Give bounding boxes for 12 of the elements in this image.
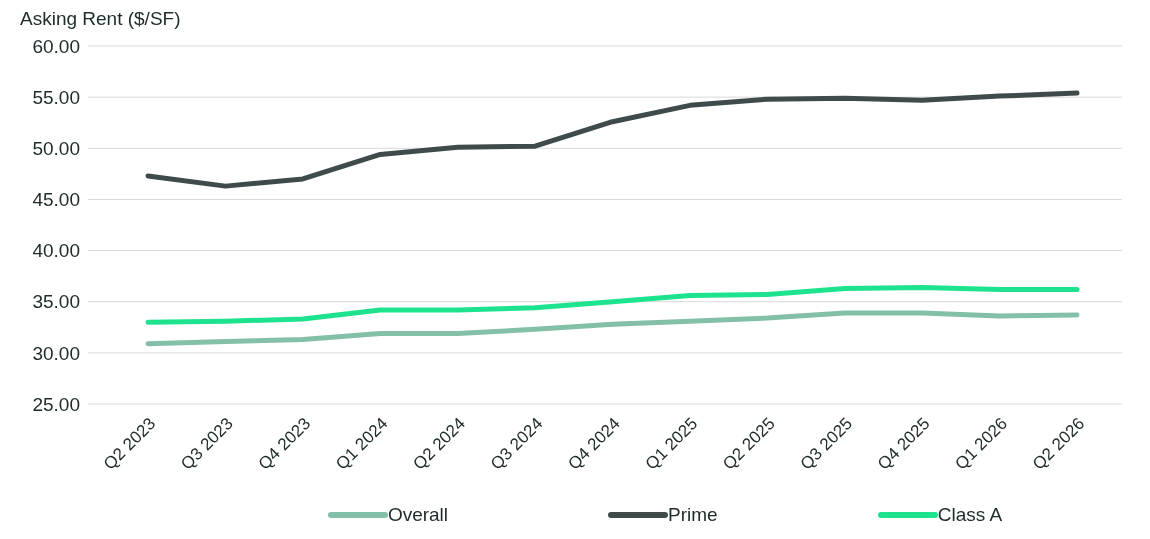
- y-tick-label: 30.00: [32, 342, 80, 364]
- y-tick-label: 35.00: [32, 291, 80, 313]
- y-tick-label: 40.00: [32, 240, 80, 262]
- y-tick-label: 55.00: [32, 86, 80, 108]
- y-tick-label: 25.00: [32, 393, 80, 415]
- y-tick-label: 60.00: [32, 35, 80, 57]
- y-axis-title: Asking Rent ($/SF): [20, 8, 181, 30]
- legend-label: Prime: [668, 504, 718, 526]
- legend-label: Overall: [387, 504, 449, 526]
- legend-label: Class A: [937, 504, 1003, 526]
- y-tick-label: 50.00: [32, 138, 80, 160]
- y-tick-label: 45.00: [32, 189, 80, 211]
